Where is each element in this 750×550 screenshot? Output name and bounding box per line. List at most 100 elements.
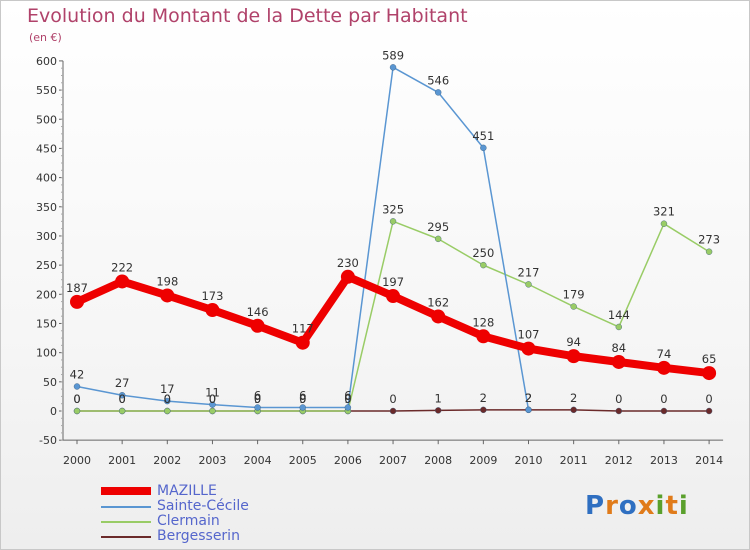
data-label-clermain: 325 <box>382 202 404 216</box>
data-point-mazille <box>566 349 581 364</box>
data-point-sainte-c-cile <box>344 404 352 411</box>
data-point-clermain <box>705 248 713 255</box>
x-tick-label: 2006 <box>334 454 362 467</box>
data-point-clermain <box>435 235 442 243</box>
data-point-clermain <box>389 218 397 225</box>
x-tick-label: 2009 <box>469 454 497 467</box>
data-label-clermain: 0 <box>164 392 171 406</box>
y-tick-label: 200 <box>36 288 57 301</box>
data-point-bergesserin <box>705 407 713 415</box>
data-label-sainte-c-cile: 17 <box>160 382 175 396</box>
x-tick-label: 2002 <box>153 454 181 467</box>
data-label-clermain: 0 <box>299 392 306 406</box>
data-point-bergesserin <box>480 406 487 414</box>
unit-label: (en €) <box>29 31 62 44</box>
x-tick-label: 2013 <box>650 454 678 467</box>
data-label-sainte-c-cile: 451 <box>472 129 494 143</box>
data-point-mazille <box>295 335 310 350</box>
data-point-mazille <box>340 269 355 284</box>
data-point-sainte-c-cile <box>73 383 81 390</box>
x-tick-label: 2012 <box>605 454 633 467</box>
data-label-mazille: 197 <box>382 275 404 289</box>
data-label-bergesserin: 9 <box>254 392 261 406</box>
data-label-mazille: 230 <box>337 256 359 270</box>
data-label-sainte-c-cile: 42 <box>70 367 85 381</box>
data-point-mazille <box>476 329 491 344</box>
y-tick-label: 100 <box>36 347 57 360</box>
data-point-sainte-c-cile <box>299 404 306 411</box>
legend-swatch-sainte-cecile <box>101 506 151 508</box>
logo-letter: x <box>637 491 656 521</box>
data-label-bergesserin: 2 <box>480 391 487 405</box>
data-label-bergesserin: 0 <box>615 392 622 406</box>
x-tick-label: 2000 <box>63 454 91 467</box>
legend-swatch-mazille <box>101 487 151 495</box>
data-label-sainte-c-cile: 11 <box>205 386 220 400</box>
data-point-sainte-c-cile <box>435 89 442 96</box>
data-label-sainte-c-cile: 589 <box>382 48 404 62</box>
data-point-bergesserin <box>389 407 397 415</box>
data-label-mazille: 187 <box>66 281 88 295</box>
y-tick-label: -50 <box>39 434 57 447</box>
y-tick-label: 50 <box>43 376 57 389</box>
y-tick-label: 550 <box>36 84 57 97</box>
data-point-mazille <box>115 274 130 289</box>
data-label-clermain: 179 <box>563 288 585 302</box>
data-label-bergesserin: 0 <box>164 392 171 406</box>
proxiti-logo: Proxiti <box>585 491 689 521</box>
x-tick-label: 2005 <box>289 454 317 467</box>
data-point-clermain <box>615 323 622 331</box>
y-tick-label: 150 <box>36 317 57 330</box>
data-label-sainte-c-cile: 6 <box>254 388 261 402</box>
data-point-clermain <box>118 407 126 415</box>
data-label-bergesserin: 9 <box>344 392 351 406</box>
data-label-bergesserin: 2 <box>570 391 577 405</box>
data-point-mazille <box>431 309 446 324</box>
data-point-mazille <box>386 289 401 304</box>
legend-label-sainte-cecile: Sainte-Cécile <box>157 498 249 514</box>
data-point-mazille <box>702 366 717 381</box>
legend-label-mazille: MAZILLE <box>157 483 217 499</box>
data-point-sainte-c-cile <box>209 401 216 408</box>
data-point-bergesserin <box>435 407 442 414</box>
legend-swatch-bergesserin <box>101 536 151 538</box>
data-point-sainte-c-cile <box>164 397 171 405</box>
x-tick-label: 2003 <box>198 454 226 467</box>
logo-letter: o <box>618 491 638 521</box>
data-label-clermain: 0 <box>209 392 216 406</box>
axes: -500501001502002503003504004505005506002… <box>36 55 724 467</box>
data-point-clermain <box>525 281 532 288</box>
data-point-bergesserin <box>660 407 668 415</box>
data-point-clermain <box>209 407 216 415</box>
data-label-sainte-c-cile: 27 <box>115 376 130 390</box>
data-point-sainte-c-cile <box>480 144 487 152</box>
y-tick-label: 600 <box>36 55 57 68</box>
data-label-clermain: 0 <box>344 392 351 406</box>
series-group <box>70 64 717 415</box>
y-tick-label: 350 <box>36 201 57 214</box>
x-tick-label: 2007 <box>379 454 407 467</box>
data-point-clermain <box>660 220 668 227</box>
data-point-sainte-c-cile <box>389 64 397 71</box>
data-point-sainte-c-cile <box>254 404 261 411</box>
legend-label-bergesserin: Bergesserin <box>157 528 240 544</box>
data-label-mazille: 107 <box>518 328 540 342</box>
x-tick-label: 2004 <box>244 454 272 467</box>
data-label-mazille: 117 <box>292 322 314 336</box>
chart-title: Evolution du Montant de la Dette par Hab… <box>27 5 468 27</box>
y-tick-label: 500 <box>36 113 57 126</box>
data-label-clermain: 0 <box>73 392 80 406</box>
data-label-bergesserin: 0 <box>705 392 712 406</box>
data-point-bergesserin <box>615 407 622 415</box>
data-point-sainte-c-cile <box>118 392 126 399</box>
logo-letter: i <box>655 491 666 521</box>
data-label-bergesserin: 0 <box>660 392 667 406</box>
data-label-mazille: 74 <box>657 347 672 361</box>
data-label-clermain: 295 <box>427 220 449 234</box>
data-label-mazille: 198 <box>156 274 178 288</box>
logo-letter: i <box>678 491 689 521</box>
data-label-clermain: 321 <box>653 205 675 219</box>
logo-letter: r <box>605 491 619 521</box>
